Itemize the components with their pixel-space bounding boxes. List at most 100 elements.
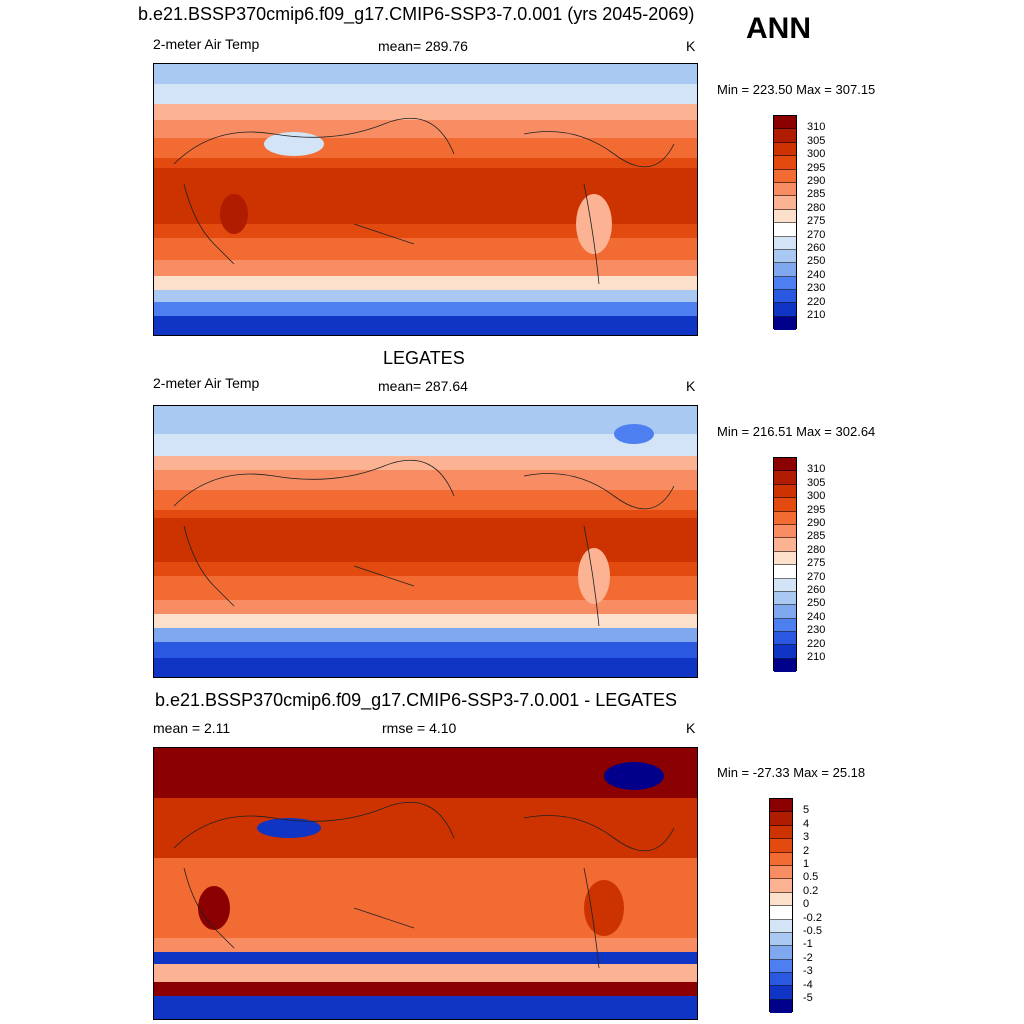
colorbar-tick-label: -5 — [803, 992, 813, 1004]
colorbar-tick-label: 290 — [807, 175, 826, 187]
colorbar-swatch — [770, 852, 792, 866]
colorbar-tick-label: -3 — [803, 965, 813, 978]
colorbar-tick-label: 305 — [807, 134, 826, 147]
colorbar-tick-label: 0.2 — [803, 884, 819, 897]
colorbar-swatch — [770, 865, 792, 880]
colorbar-swatch — [774, 263, 796, 277]
colorbar-tick-label: 285 — [807, 188, 826, 201]
colorbar-swatch — [774, 276, 796, 291]
colorbar-swatch — [774, 249, 796, 264]
panel1-map-image — [154, 64, 697, 335]
colorbar-tick-label: 285 — [807, 530, 826, 543]
colorbar-swatch — [770, 879, 792, 893]
panel2-minmax: Min = 216.51 Max = 302.64 — [717, 424, 876, 439]
colorbar-swatch — [770, 946, 792, 960]
colorbar-swatch — [774, 645, 796, 659]
colorbar-swatch — [774, 578, 796, 592]
colorbar-tick-label: 300 — [807, 148, 826, 161]
colorbar-tick-label: 300 — [807, 490, 826, 503]
colorbar-tick-label: 1 — [803, 858, 810, 870]
colorbar-swatch — [774, 511, 796, 525]
colorbar-swatch — [774, 223, 796, 237]
panel2-units-label: K — [686, 378, 696, 394]
colorbar-swatches — [769, 798, 793, 1014]
colorbar-swatch — [770, 986, 792, 1000]
colorbar-swatch — [774, 565, 796, 579]
colorbar-swatch — [774, 142, 796, 157]
colorbar-tick-label: 230 — [807, 624, 826, 637]
panel3-units-label: K — [686, 720, 696, 736]
colorbar-tick-label: 240 — [807, 610, 826, 623]
colorbar-swatch — [774, 471, 796, 485]
colorbar-tick-label: 280 — [807, 201, 826, 214]
panel2-map — [153, 405, 698, 678]
colorbar-swatch — [774, 551, 796, 566]
colorbar-tick-label: 310 — [807, 121, 826, 134]
colorbar-swatch — [774, 196, 796, 210]
panel3-mean-label: mean = 2.11 — [153, 720, 231, 736]
colorbar-tick-label: 310 — [807, 463, 826, 476]
colorbar-tick-label: 290 — [807, 517, 826, 529]
colorbar-tick-label: 5 — [803, 804, 810, 817]
colorbar-tick-label: -2 — [803, 951, 813, 964]
colorbar-swatch — [774, 209, 796, 224]
colorbar-tick-label: 295 — [807, 503, 826, 516]
panel1-units-label: K — [686, 38, 696, 54]
colorbar-swatch — [774, 236, 796, 250]
colorbar-tick-label: 275 — [807, 557, 826, 570]
colorbar-tick-label: 210 — [807, 651, 826, 663]
colorbar-tick-label: 250 — [807, 255, 826, 268]
panel1-mean-label: mean= 289.76 — [378, 38, 468, 54]
colorbar-swatch — [774, 116, 796, 130]
colorbar-swatch — [770, 999, 792, 1014]
colorbar-tick-label: -1 — [803, 938, 813, 951]
colorbar-swatch — [774, 618, 796, 633]
colorbar-swatch — [774, 156, 796, 170]
colorbar-swatch — [770, 906, 792, 920]
panel3-map-image — [154, 748, 697, 1019]
colorbar-swatch — [774, 303, 796, 317]
colorbar-tick-label: -0.5 — [803, 925, 822, 937]
colorbar-swatch — [770, 799, 792, 813]
colorbar-swatch — [774, 290, 796, 304]
colorbar-tick-label: 270 — [807, 570, 826, 583]
main-title: b.e21.BSSP370cmip6.f09_g17.CMIP6-SSP3-7.… — [138, 4, 695, 24]
season-label: ANN — [746, 12, 811, 45]
colorbar-tick-label: 0.5 — [803, 871, 819, 884]
colorbar-tick-label: 260 — [807, 584, 826, 596]
colorbar-tick-label: 230 — [807, 282, 826, 295]
colorbar-swatch — [770, 812, 792, 826]
colorbar-swatch — [774, 524, 796, 539]
colorbar-swatch — [774, 498, 796, 512]
colorbar-swatches — [773, 115, 797, 331]
colorbar-tick-label: -0.2 — [803, 911, 822, 924]
colorbar-tick-label: 210 — [807, 309, 826, 321]
colorbar-tick-label: 280 — [807, 543, 826, 556]
colorbar-swatch — [774, 182, 796, 197]
panel2-title: LEGATES — [383, 348, 465, 368]
colorbar-swatch — [774, 169, 796, 183]
colorbar-swatch — [770, 932, 792, 947]
colorbar-swatch — [770, 919, 792, 933]
colorbar-swatch — [774, 538, 796, 552]
colorbar-swatch — [770, 839, 792, 853]
colorbar-swatch — [774, 458, 796, 472]
colorbar-swatch — [774, 632, 796, 646]
panel1-variable-label: 2-meter Air Temp — [153, 36, 260, 52]
colorbar-tick-label: 4 — [803, 817, 810, 830]
colorbar-swatch — [774, 591, 796, 606]
colorbar-swatch — [770, 959, 792, 974]
panel2-map-image — [154, 406, 697, 677]
panel1-minmax: Min = 223.50 Max = 307.15 — [717, 82, 876, 97]
colorbar-tick-label: 3 — [803, 831, 810, 844]
colorbar-tick-label: 305 — [807, 476, 826, 489]
colorbar-tick-label: 250 — [807, 597, 826, 610]
colorbar-swatch — [774, 605, 796, 619]
panel1-map — [153, 63, 698, 336]
panel2-variable-label: 2-meter Air Temp — [153, 375, 260, 391]
colorbar-swatch — [774, 484, 796, 499]
panel2-mean-label: mean= 287.64 — [378, 378, 468, 394]
colorbar-swatch — [770, 973, 792, 987]
colorbar-tick-label: -4 — [803, 978, 813, 991]
colorbar-tick-label: 270 — [807, 228, 826, 241]
